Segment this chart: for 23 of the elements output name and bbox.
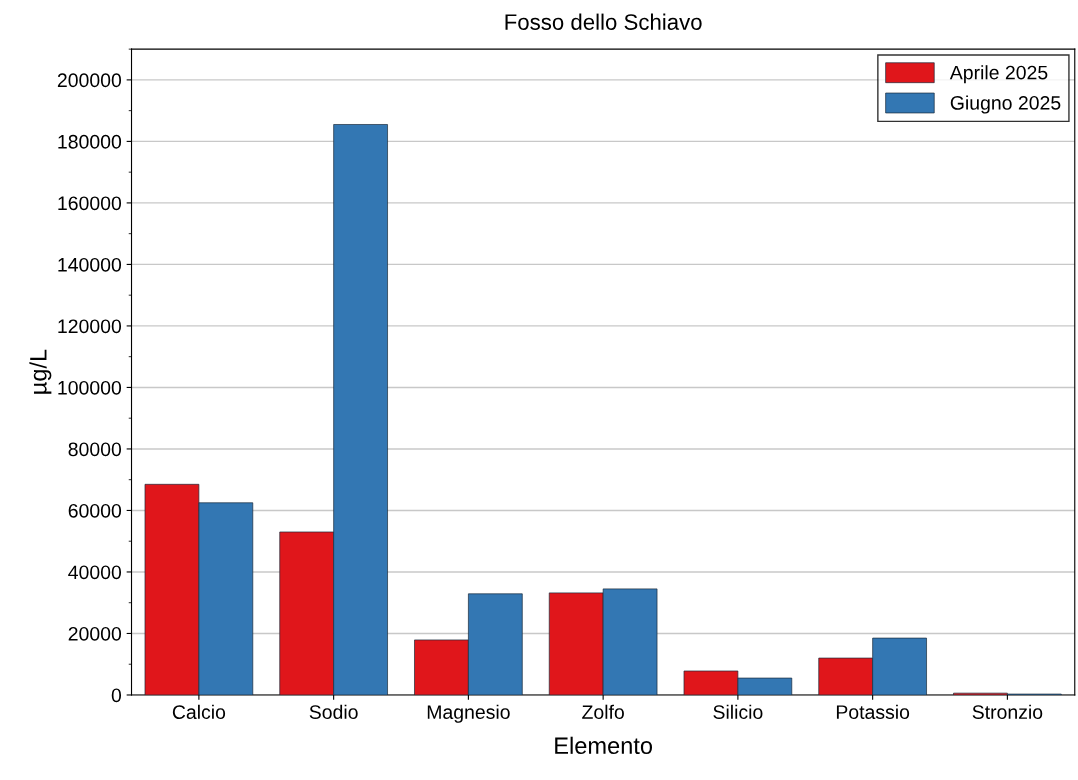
y-tick-label: 120000 xyxy=(58,319,122,334)
x-tick-label: Stronzio xyxy=(972,704,1043,719)
x-tick-label: Silicio xyxy=(713,704,763,719)
y-tick-label: 100000 xyxy=(58,380,122,395)
y-tick-label: 180000 xyxy=(58,134,122,149)
chart-title: Fosso dello Schiavo xyxy=(505,13,702,30)
x-tick-label: Zolfo xyxy=(582,704,624,719)
y-tick-label: 20000 xyxy=(68,626,122,641)
y-tick-label: 80000 xyxy=(68,442,122,457)
legend-label: Aprile 2025 xyxy=(949,65,1048,84)
x-tick-label: Calcio xyxy=(172,704,226,719)
y-tick-label: 200000 xyxy=(57,73,122,88)
legend-label: Giugno 2025 xyxy=(950,95,1061,114)
y-tick-label: 40000 xyxy=(68,565,122,580)
x-tick-label: Sodio xyxy=(309,704,358,719)
x-tick-label: Potassio xyxy=(836,704,910,719)
x-axis-title: Elemento xyxy=(555,736,653,755)
y-tick-label: 0 xyxy=(111,688,122,703)
y-axis-title: µg/L xyxy=(29,349,52,394)
y-tick-label: 160000 xyxy=(58,196,122,211)
y-tick-label: 60000 xyxy=(68,503,122,518)
x-tick-label: Magnesio xyxy=(427,704,510,723)
y-tick-label: 140000 xyxy=(58,257,122,272)
